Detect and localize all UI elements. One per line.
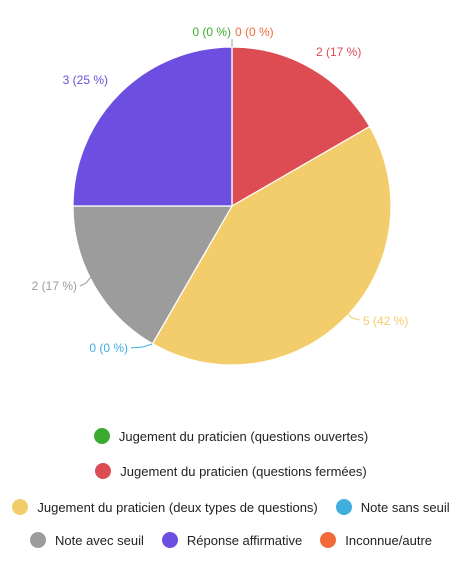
legend-marker-icon xyxy=(93,428,110,444)
pie-slice-1[interactable] xyxy=(231,46,371,208)
legend-item[interactable]: Note avec seuil xyxy=(30,532,144,548)
slice-label-2: 5 (42 %) xyxy=(363,314,408,328)
pie-slice-5[interactable] xyxy=(72,46,233,207)
pie-plot: 0 (0 %) 2 (17 %) 5 (42 %) 0 (0 %) 2 (17 %) 3 … xyxy=(32,25,408,366)
slice-label-leader-4 xyxy=(79,270,97,287)
legend-item[interactable]: Jugement du praticien (questions ouverte… xyxy=(93,428,369,444)
legend-marker-icon xyxy=(161,532,178,548)
slice-label-0: 0 (0 %) xyxy=(192,25,231,39)
slice-label-1: 2 (17 %) xyxy=(316,45,361,59)
legend-label: Jugement du praticien (questions ouverte… xyxy=(118,428,369,444)
legend-row: Jugement du praticien (deux types de que… xyxy=(0,499,462,515)
legend-row: Note avec seuil Réponse affirmative Inconn… xyxy=(0,532,462,548)
legend-label: Note sans seuil xyxy=(360,499,450,515)
legend-label: Note avec seuil xyxy=(55,532,144,548)
legend-item[interactable]: Jugement du praticien (deux types de que… xyxy=(12,499,318,515)
slice-label-leader-3 xyxy=(130,343,153,349)
slice-label-leader-2 xyxy=(335,300,361,321)
slice-label-3: 0 (0 %) xyxy=(89,341,128,355)
legend-item[interactable]: Inconnue/autre xyxy=(320,532,432,548)
legend-row: Jugement du praticien (questions ouverte… xyxy=(0,428,462,444)
legend-label: Jugement du praticien (questions fermées… xyxy=(120,463,367,479)
legend-item[interactable]: Jugement du praticien (questions fermées… xyxy=(95,463,367,479)
legend-label: Jugement du praticien (deux types de que… xyxy=(37,499,318,515)
legend-marker-icon xyxy=(12,499,29,515)
legend-row: Jugement du praticien (questions fermées… xyxy=(0,463,462,479)
slice-label-6: 0 (0 %) xyxy=(235,25,274,39)
legend-item[interactable]: Note sans seuil xyxy=(335,499,450,515)
legend-marker-icon xyxy=(30,532,46,548)
legend-label: Réponse affirmative xyxy=(186,532,303,548)
legend-item[interactable]: Réponse affirmative xyxy=(161,532,303,548)
legend-marker-icon xyxy=(335,499,352,515)
legend-label: Inconnue/autre xyxy=(345,532,432,548)
slice-label-5: 3 (25 %) xyxy=(63,73,108,87)
pie-slice-4[interactable] xyxy=(72,205,234,345)
legend-marker-icon xyxy=(95,463,112,479)
pie-slice-2[interactable] xyxy=(151,125,392,366)
legend-marker-icon xyxy=(320,532,337,548)
slice-label-4: 2 (17 %) xyxy=(32,279,77,293)
